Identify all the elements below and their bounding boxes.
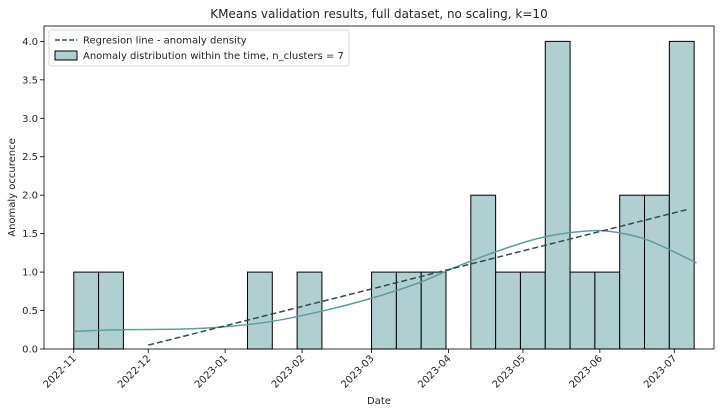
- legend-histogram-swatch: [54, 50, 78, 61]
- y-tick-label: 0.5: [22, 306, 38, 317]
- y-axis-label: Anomaly occurence: [7, 138, 18, 237]
- kde-curve: [73, 229, 697, 333]
- histogram-bar: [470, 194, 497, 350]
- y-tick-label: 1.5: [22, 229, 38, 240]
- legend-box: [48, 29, 350, 67]
- x-tick-label: 2023-03: [339, 353, 376, 390]
- x-tick-label: 2023-07: [642, 353, 679, 390]
- histogram-bar: [644, 194, 670, 350]
- histogram-bar: [495, 271, 521, 350]
- histogram-bar: [594, 271, 621, 350]
- x-tick-label: 2023-05: [491, 353, 528, 390]
- bars-group: [73, 40, 695, 350]
- histogram-bar: [668, 40, 695, 350]
- plot-frame: [43, 25, 715, 350]
- lines-group: [73, 208, 697, 346]
- y-tick-label: 4.0: [22, 37, 38, 48]
- regression-line: [148, 208, 690, 346]
- histogram-bar: [544, 40, 571, 350]
- histogram-bar: [619, 194, 646, 350]
- histogram-bar: [569, 271, 596, 350]
- legend: Regresion line - anomaly density Anomaly …: [48, 29, 350, 67]
- histogram-bar: [98, 271, 124, 350]
- histogram-bar: [395, 271, 422, 350]
- y-tick-label: 2.0: [22, 191, 38, 202]
- x-tick-label: 2022-12: [116, 353, 153, 390]
- x-tick-label: 2023-04: [416, 353, 453, 390]
- y-tick-label: 3.0: [22, 114, 38, 125]
- y-tick-label: 1.0: [22, 268, 38, 279]
- histogram-bar: [73, 271, 100, 350]
- y-tick-label: 2.5: [22, 152, 38, 163]
- histogram-bar: [246, 271, 273, 350]
- histogram-bar: [420, 271, 447, 350]
- legend-histogram-label: Anomaly distribution within the time, n_…: [83, 51, 344, 62]
- x-axis-label: Date: [367, 396, 391, 407]
- histogram-bar: [296, 271, 323, 350]
- x-tick-label: 2023-02: [270, 353, 307, 390]
- y-tick-label: 0.0: [22, 345, 38, 356]
- x-tick-label: 2023-01: [193, 353, 230, 390]
- chart-title: KMeans validation results, full dataset,…: [210, 7, 547, 21]
- histogram-bar: [371, 271, 397, 350]
- x-tick-label: 2022-11: [42, 353, 79, 390]
- y-tick-label: 3.5: [22, 75, 38, 86]
- histogram-bar: [519, 271, 546, 350]
- legend-regression-label: Regresion line - anomaly density: [83, 36, 247, 47]
- x-tick-label: 2023-06: [568, 353, 605, 390]
